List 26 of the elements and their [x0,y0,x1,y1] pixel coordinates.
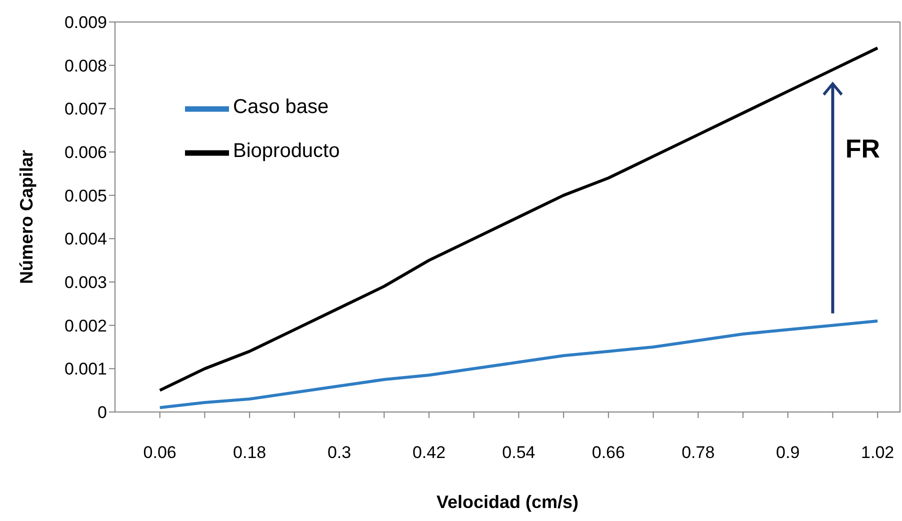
x-tick-label: 0.42 [412,443,446,462]
y-tick-label: 0.008 [64,56,107,76]
line-series [158,46,880,392]
y-tick-label: 0 [98,403,107,422]
x-tick-label: 0.9 [776,443,800,462]
x-tick-label: 0.18 [233,443,266,462]
y-tick-label: 0.005 [64,186,107,206]
x-tick-label: 0.66 [592,443,625,462]
x-tick-label: 1.02 [861,443,894,462]
legend-label: Bioproducto [233,140,340,162]
line-series [158,320,880,410]
y-tick-label: 0.002 [64,316,107,336]
x-tick-label: 0.3 [327,443,352,462]
y-tick-label: 0.007 [64,100,107,119]
x-tick-label: 0.54 [502,443,536,462]
y-tick-label: 0.003 [64,273,107,292]
y-tick-label: 0.006 [64,143,107,162]
x-tick-label: 0.06 [143,443,176,462]
annotation: FR [845,134,880,164]
x-axis-title: Velocidad (cm/s) [436,492,579,512]
y-tick-label: 0.009 [64,13,107,32]
x-tick-label: 0.78 [682,443,715,462]
y-tick-label: 0.001 [64,360,107,379]
y-axis-title: Número Capilar [16,150,36,284]
legend-label: Caso base [233,96,329,118]
y-tick-label: 0.004 [64,230,107,249]
